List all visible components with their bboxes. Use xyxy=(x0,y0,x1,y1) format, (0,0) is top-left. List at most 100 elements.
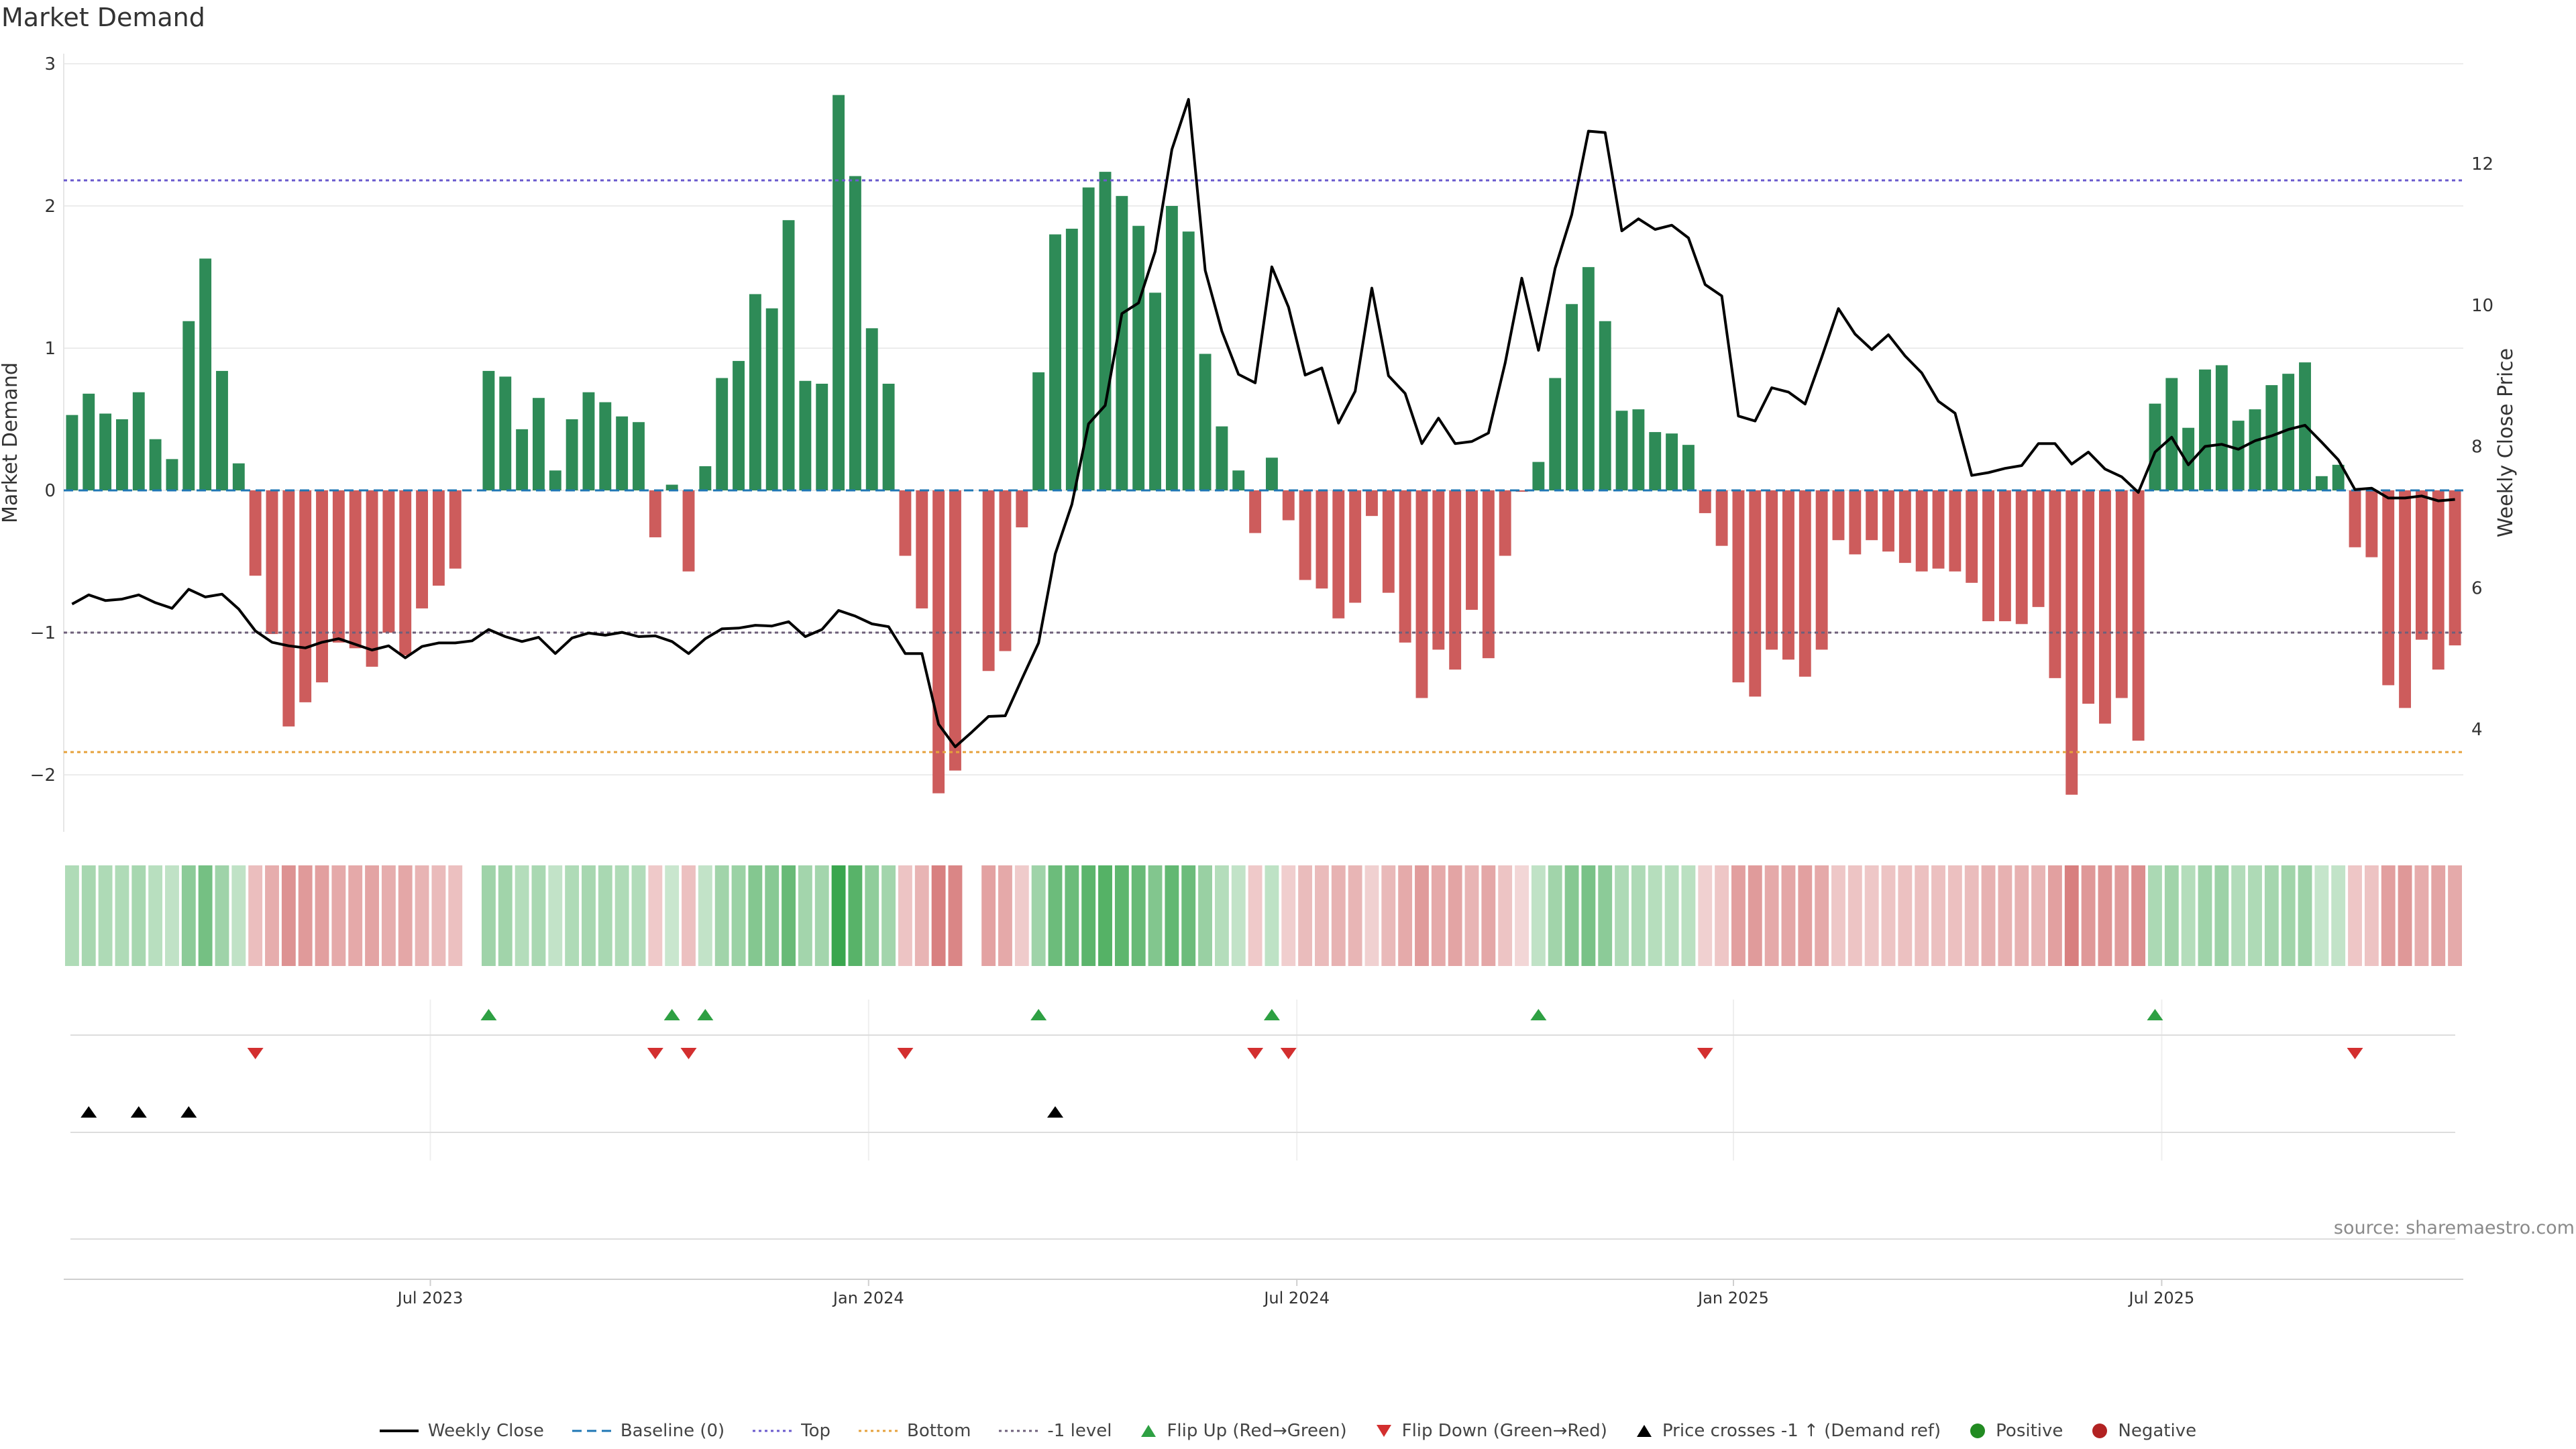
positive-bar xyxy=(1165,206,1178,490)
legend-label: Weekly Close xyxy=(427,1421,544,1441)
heat-cell xyxy=(1515,865,1529,966)
heat-cell xyxy=(2364,865,2379,966)
x-tick-label: Jan 2024 xyxy=(832,1289,904,1307)
heat-cell xyxy=(2381,865,2396,966)
negative-bar xyxy=(1332,490,1345,619)
price-cross-marker xyxy=(80,1106,97,1118)
legend-label: Bottom xyxy=(907,1421,971,1441)
heat-cell xyxy=(115,865,129,966)
heat-cell xyxy=(1481,865,1496,966)
positive-bar xyxy=(499,376,512,490)
positive-bar xyxy=(799,380,812,490)
positive-bar xyxy=(533,398,545,490)
heat-cell xyxy=(948,865,963,966)
flip-down-marker xyxy=(1697,1048,1713,1059)
legend-item: Positive xyxy=(1969,1421,2063,1441)
heat-cell xyxy=(265,865,279,966)
heat-cell xyxy=(714,865,729,966)
positive-bar xyxy=(1049,234,1061,490)
negative-bar xyxy=(382,490,395,633)
heat-cell xyxy=(1564,865,1579,966)
legend-swatch-icon xyxy=(1636,1425,1652,1437)
negative-bar xyxy=(1799,490,1811,677)
legend-swatch-icon xyxy=(1970,1424,1986,1438)
heat-cell xyxy=(481,865,496,966)
positive-bar xyxy=(2332,464,2345,490)
y2-axis-title: Weekly Close Price xyxy=(2494,348,2518,537)
heat-cell xyxy=(515,865,529,966)
negative-bar xyxy=(299,490,312,702)
positive-bar xyxy=(2249,409,2261,490)
positive-bar xyxy=(83,393,95,490)
heat-cell xyxy=(582,865,596,966)
heat-cell xyxy=(1281,865,1296,966)
heat-cell xyxy=(2448,865,2463,966)
negative-bar xyxy=(2098,490,2111,724)
positive-bar xyxy=(1549,378,1562,490)
y-tick-label: 1 xyxy=(44,339,56,359)
heat-cell xyxy=(1348,865,1362,966)
heat-cell xyxy=(1815,865,1829,966)
positive-bar xyxy=(749,294,761,490)
legend-label: Flip Down (Green→Red) xyxy=(1401,1421,1607,1441)
positive-bar xyxy=(616,416,629,490)
legend-label: Price crosses -1 ↑ (Demand ref) xyxy=(1662,1421,1941,1441)
legend-label: -1 level xyxy=(1047,1421,1112,1441)
heat-cell xyxy=(914,865,929,966)
positive-bar xyxy=(2282,374,2295,490)
heat-cell xyxy=(831,865,846,966)
flip-down-marker xyxy=(247,1048,264,1059)
legend-swatch-icon xyxy=(859,1430,898,1432)
chart-legend: Weekly Close Baseline (0) Top Bottom -1 leve… xyxy=(0,1421,2576,1441)
flip-up-marker xyxy=(697,1009,714,1020)
heat-cell xyxy=(248,865,263,966)
negative-bar xyxy=(1932,490,1945,569)
legend-item: Negative xyxy=(2091,1421,2196,1441)
heat-cell xyxy=(1448,865,1462,966)
legend-label: Baseline (0) xyxy=(620,1421,725,1441)
flip-up-marker xyxy=(480,1009,497,1020)
heat-cell xyxy=(1664,865,1679,966)
heat-cell xyxy=(398,865,413,966)
positive-bar xyxy=(115,419,128,490)
y2-tick-label: 4 xyxy=(2471,720,2483,740)
flip-down-marker xyxy=(680,1048,697,1059)
legend-swatch-icon xyxy=(1376,1425,1391,1437)
negative-bar xyxy=(1898,490,1911,564)
price-cross-marker xyxy=(130,1106,147,1118)
heat-cell xyxy=(1681,865,1696,966)
heat-cell xyxy=(2198,865,2212,966)
positive-bar xyxy=(733,361,745,490)
y-tick-label: 3 xyxy=(44,54,56,74)
heat-cell xyxy=(1065,865,1079,966)
heat-cell xyxy=(2331,865,2346,966)
positive-bar xyxy=(1199,354,1212,490)
heat-cell xyxy=(1248,865,1263,966)
heat-cell xyxy=(814,865,829,966)
heat-cell xyxy=(848,865,863,966)
positive-bar xyxy=(482,370,495,490)
y2-tick-label: 12 xyxy=(2471,154,2493,174)
negative-bar xyxy=(2432,490,2445,670)
positive-bar xyxy=(699,466,712,490)
positive-bar xyxy=(2199,369,2211,490)
positive-bar xyxy=(633,422,645,490)
negative-bar xyxy=(916,490,928,608)
negative-bar xyxy=(2115,490,2128,698)
heat-cell xyxy=(215,865,229,966)
heat-cell xyxy=(2181,865,2196,966)
heat-cell xyxy=(2348,865,2362,966)
negative-bar xyxy=(416,490,429,608)
negative-bar xyxy=(1832,490,1845,541)
source-credit: source: sharemaestro.com xyxy=(2333,1218,2575,1238)
legend-item: -1 level xyxy=(999,1421,1112,1441)
heat-cell xyxy=(1648,865,1662,966)
negative-bar xyxy=(2032,490,2045,607)
demand-heat-strip xyxy=(64,865,2463,966)
heat-cell xyxy=(2231,865,2246,966)
positive-bar xyxy=(1099,172,1112,490)
positive-bar xyxy=(1065,228,1078,490)
positive-bar xyxy=(2232,421,2245,490)
demand-bars xyxy=(66,95,2461,795)
positive-bar xyxy=(149,439,162,490)
